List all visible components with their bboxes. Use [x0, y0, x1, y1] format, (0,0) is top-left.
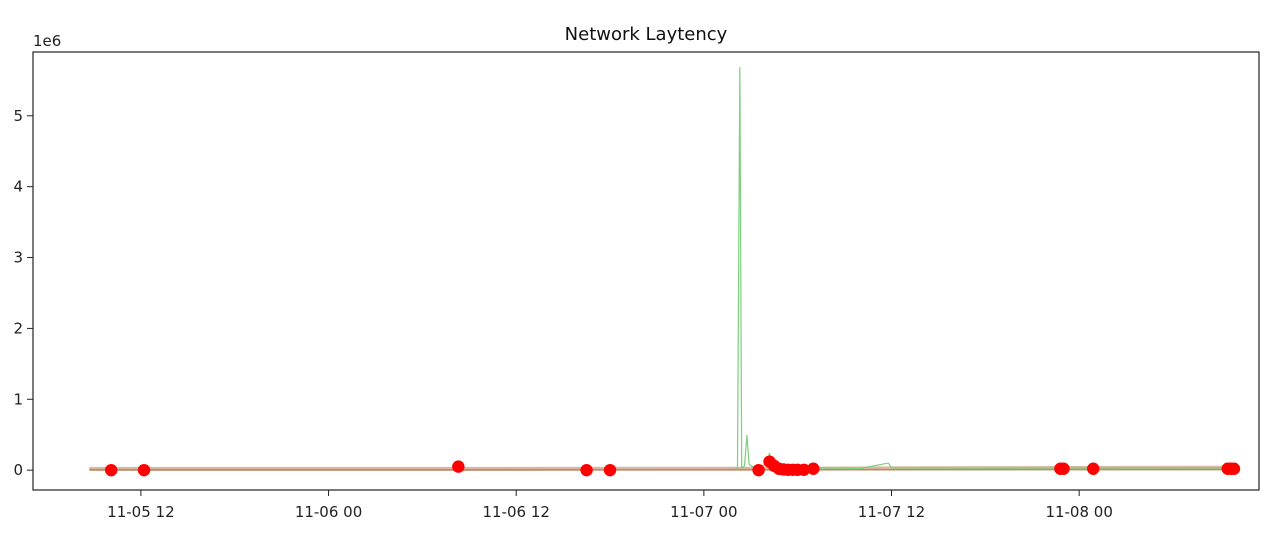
- anomaly-point: [797, 463, 811, 476]
- anomaly-point: [104, 463, 118, 477]
- anomaly-point: [807, 462, 820, 475]
- x-tick-label: 11-05 12: [107, 503, 174, 521]
- anomaly-point: [1087, 462, 1100, 475]
- y-tick-label: 5: [13, 107, 23, 125]
- y-offset-label: 1e6: [33, 32, 61, 50]
- x-tick-label: 11-08 00: [1045, 503, 1112, 521]
- x-tick-label: 11-07 12: [858, 503, 925, 521]
- anomaly-point: [580, 463, 593, 477]
- chart-title: Network Laytency: [565, 24, 728, 45]
- anomaly-markers: [104, 455, 1241, 477]
- y-axis: 0 1 2 3 4 5: [13, 107, 33, 479]
- anomaly-point: [452, 460, 465, 473]
- anomaly-point: [1227, 462, 1241, 475]
- y-tick-label: 4: [13, 178, 23, 196]
- x-tick-label: 11-06 12: [482, 503, 549, 521]
- y-tick-label: 1: [13, 390, 23, 408]
- anomaly-point: [603, 463, 617, 477]
- plot-frame: [32, 51, 1260, 491]
- anomaly-point: [752, 463, 765, 477]
- plot-area: [89, 66, 1238, 471]
- y-tick-label: 2: [13, 319, 23, 337]
- anomaly-point: [137, 463, 151, 477]
- series-latency-spike: [735, 66, 1238, 470]
- y-tick-label: 0: [13, 461, 23, 479]
- x-tick-label: 11-06 00: [295, 503, 362, 521]
- x-tick-label: 11-07 00: [670, 503, 737, 521]
- anomaly-point: [1057, 462, 1070, 475]
- x-axis: 11-05 12 11-06 00 11-06 12 11-07 00 11-07 12…: [107, 490, 1113, 521]
- y-tick-label: 3: [13, 249, 23, 267]
